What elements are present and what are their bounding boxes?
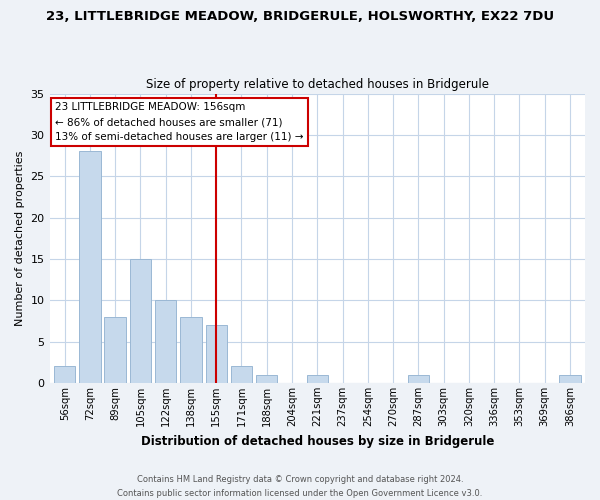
Text: 23 LITTLEBRIDGE MEADOW: 156sqm
← 86% of detached houses are smaller (71)
13% of : 23 LITTLEBRIDGE MEADOW: 156sqm ← 86% of … xyxy=(55,102,304,142)
Bar xyxy=(104,317,126,383)
Bar xyxy=(231,366,252,383)
Bar xyxy=(206,325,227,383)
Text: Contains HM Land Registry data © Crown copyright and database right 2024.
Contai: Contains HM Land Registry data © Crown c… xyxy=(118,476,482,498)
X-axis label: Distribution of detached houses by size in Bridgerule: Distribution of detached houses by size … xyxy=(140,434,494,448)
Bar xyxy=(79,152,101,383)
Bar xyxy=(130,259,151,383)
Bar xyxy=(256,374,277,383)
Y-axis label: Number of detached properties: Number of detached properties xyxy=(15,150,25,326)
Bar xyxy=(54,366,76,383)
Bar xyxy=(559,374,581,383)
Bar xyxy=(155,300,176,383)
Bar xyxy=(307,374,328,383)
Bar xyxy=(407,374,429,383)
Text: 23, LITTLEBRIDGE MEADOW, BRIDGERULE, HOLSWORTHY, EX22 7DU: 23, LITTLEBRIDGE MEADOW, BRIDGERULE, HOL… xyxy=(46,10,554,23)
Title: Size of property relative to detached houses in Bridgerule: Size of property relative to detached ho… xyxy=(146,78,489,91)
Bar xyxy=(180,317,202,383)
